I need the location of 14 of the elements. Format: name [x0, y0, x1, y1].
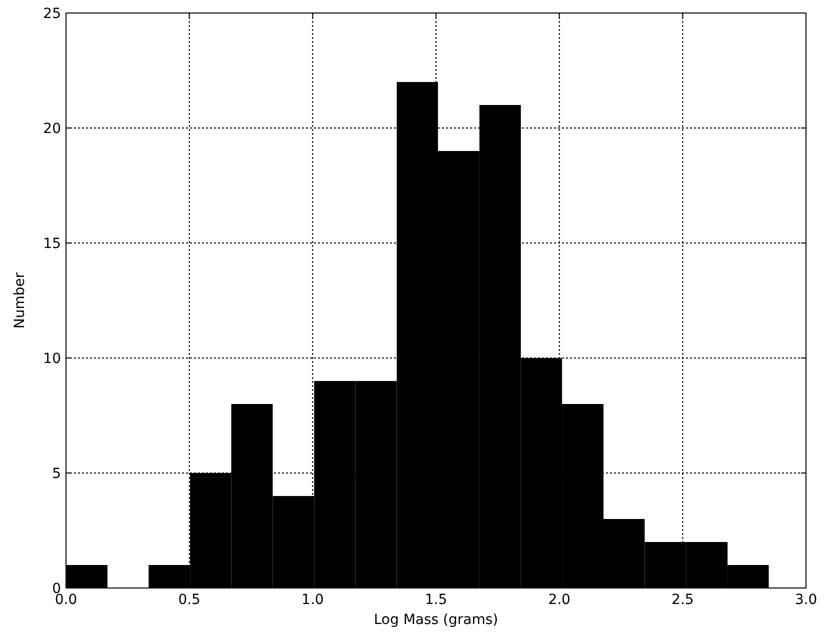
x-tick-label: 2.0: [548, 592, 570, 608]
y-tick-label: 15: [43, 236, 61, 252]
y-tick-label: 25: [43, 6, 61, 22]
y-tick-label: 5: [52, 466, 61, 482]
x-axis-title: Log Mass (grams): [374, 612, 498, 628]
x-tick-label: 3.0: [794, 592, 818, 608]
x-tick-label: 1.5: [424, 592, 448, 608]
x-tick-label: 0.0: [54, 592, 78, 608]
y-tick-label: 10: [43, 351, 61, 367]
x-tick-label: 2.5: [672, 592, 694, 608]
x-tick-label: 1.0: [302, 592, 324, 608]
y-tick-label: 20: [43, 121, 61, 137]
x-tick-label: 0.5: [178, 592, 200, 608]
y-axis-title: Number: [12, 272, 28, 329]
